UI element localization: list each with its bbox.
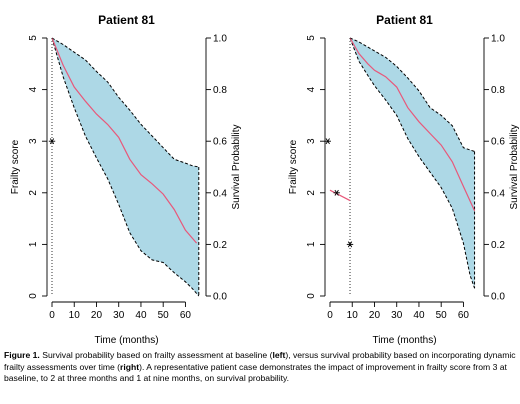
caption-left: left <box>272 350 286 360</box>
right-tick-label: 0.0 <box>213 292 227 303</box>
right-tick-label: 0.8 <box>491 85 505 96</box>
bottom-tick-label: 60 <box>458 310 470 321</box>
y-axis-label-left: Frailty score <box>10 139 21 194</box>
caption-part-2: ), versus survival probability based on … <box>4 350 516 372</box>
left-tick-label: 3 <box>306 138 317 144</box>
y-axis-label-right: Survival Probability <box>509 124 520 209</box>
frailty-point-2 <box>346 241 354 248</box>
right-tick-label: 0.8 <box>213 85 227 96</box>
caption-part-3: ). A representative patient case demonst… <box>4 361 507 384</box>
right-tick-label: 0.2 <box>213 240 227 251</box>
figure-caption: Figure 1. Survival probability based on … <box>4 350 516 385</box>
left-tick-label: 3 <box>28 138 39 144</box>
bottom-tick-label: 30 <box>391 310 403 321</box>
bottom-tick-label: 0 <box>49 310 55 321</box>
asterisk-stroke <box>325 138 330 145</box>
confidence-band <box>350 38 475 289</box>
left-tick-label: 4 <box>306 86 317 92</box>
asterisk-stroke <box>347 241 353 248</box>
right-tick-label: 1.0 <box>491 34 505 45</box>
x-axis-label: Time (months) <box>94 335 158 346</box>
frailty-point-0 <box>48 138 56 145</box>
bottom-tick-label: 40 <box>135 310 147 321</box>
asterisk-stroke <box>334 189 339 196</box>
left-tick-label: 2 <box>28 190 39 196</box>
y-axis-label-right: Survival Probability <box>231 124 242 209</box>
bottom-tick-label: 40 <box>413 310 425 321</box>
left-tick-label: 5 <box>306 35 317 41</box>
median-survival-line <box>51 37 198 244</box>
bottom-tick-label: 10 <box>347 310 359 321</box>
bottom-tick-label: 0 <box>327 310 333 321</box>
left-tick-label: 1 <box>306 241 317 247</box>
right-tick-label: 1.0 <box>213 34 227 45</box>
left-tick-label: 1 <box>28 241 39 247</box>
left-tick-label: 0 <box>28 293 39 299</box>
y-axis-label-left: Frailty score <box>288 139 299 194</box>
asterisk-stroke <box>49 138 55 145</box>
right-tick-label: 0.6 <box>213 137 227 148</box>
median-survival-line <box>349 37 476 212</box>
bottom-tick-label: 50 <box>158 310 170 321</box>
frailty-point-1 <box>333 189 340 196</box>
chart-title: Patient 81 <box>98 13 155 27</box>
bottom-tick-label: 60 <box>180 310 192 321</box>
bottom-tick-label: 50 <box>436 310 448 321</box>
right-tick-label: 0.6 <box>491 137 505 148</box>
chart-title: Patient 81 <box>376 13 433 27</box>
chart-panel-left: 0 1 2 3 4 5 0.0 0.2 0.4 0.6 0.8 1.0 0 10 20 30 40 50 60 Pat… <box>10 13 242 346</box>
right-tick-label: 0.2 <box>491 240 505 251</box>
frailty-segment <box>329 189 351 202</box>
left-tick-label: 4 <box>28 86 39 92</box>
right-tick-label: 0.4 <box>491 188 505 199</box>
lower-bound-line <box>349 37 476 289</box>
left-tick-label: 2 <box>306 190 317 196</box>
bottom-tick-label: 20 <box>369 310 381 321</box>
caption-right: right <box>120 361 140 372</box>
upper-bound-line <box>349 37 475 152</box>
left-tick-label: 5 <box>28 35 39 41</box>
right-tick-label: 0.0 <box>491 292 505 303</box>
bottom-tick-label: 20 <box>91 310 103 321</box>
confidence-band <box>52 38 199 296</box>
bottom-tick-label: 10 <box>69 310 81 321</box>
lower-bound-line <box>51 37 200 297</box>
figure-label: Figure 1. <box>4 350 40 360</box>
right-tick-label: 0.4 <box>213 188 227 199</box>
upper-bound-line <box>51 37 199 168</box>
left-tick-label: 0 <box>306 293 317 299</box>
frailty-point-0 <box>324 138 331 145</box>
bottom-tick-label: 30 <box>113 310 125 321</box>
caption-part-1: Survival probability based on frailty as… <box>39 350 273 360</box>
chart-panel-right: 0 1 2 3 4 5 0.0 0.2 0.4 0.6 0.8 1.0 0 10 20 30 40 50 60 Pat… <box>288 13 520 346</box>
x-axis-label: Time (months) <box>372 335 436 346</box>
